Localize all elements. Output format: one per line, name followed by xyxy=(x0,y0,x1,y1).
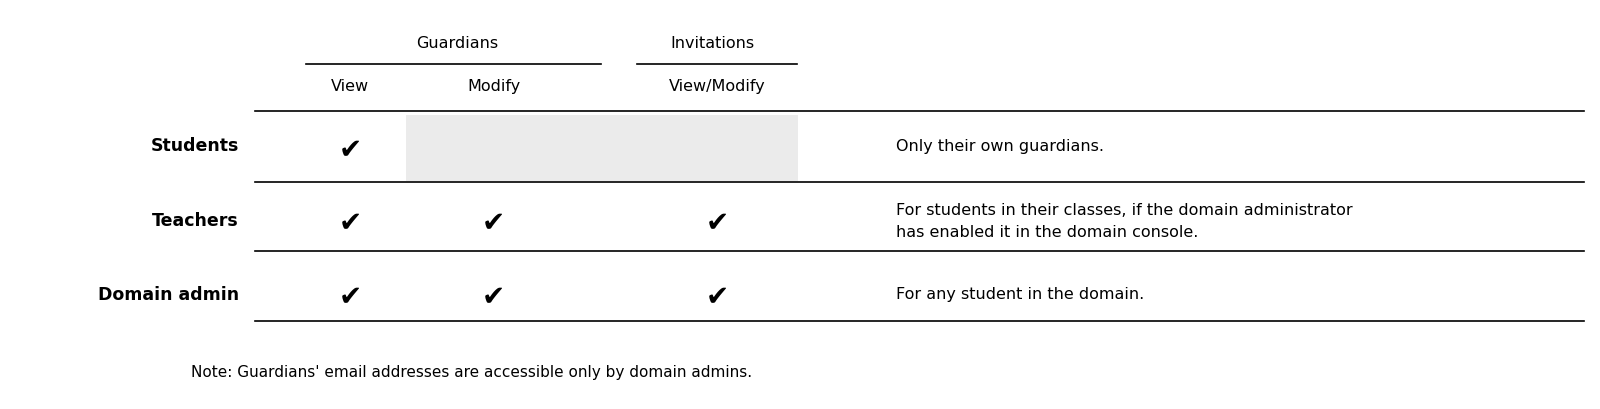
Text: ✔: ✔ xyxy=(482,283,506,310)
Text: Only their own guardians.: Only their own guardians. xyxy=(896,139,1104,153)
Text: Modify: Modify xyxy=(467,79,520,94)
Text: View/Modify: View/Modify xyxy=(669,79,765,94)
Text: View: View xyxy=(331,79,370,94)
Text: Domain admin: Domain admin xyxy=(98,285,238,303)
Bar xyxy=(406,116,798,182)
Text: ✔: ✔ xyxy=(706,283,728,310)
Text: Invitations: Invitations xyxy=(670,36,754,51)
Text: Note: Guardians' email addresses are accessible only by domain admins.: Note: Guardians' email addresses are acc… xyxy=(190,364,752,380)
Text: ✔: ✔ xyxy=(339,209,362,237)
Text: ✔: ✔ xyxy=(482,209,506,237)
Text: Teachers: Teachers xyxy=(152,212,238,229)
Text: ✔: ✔ xyxy=(339,283,362,310)
Text: ✔: ✔ xyxy=(339,136,362,164)
Text: ✔: ✔ xyxy=(706,209,728,237)
Text: For students in their classes, if the domain administrator
has enabled it in the: For students in their classes, if the do… xyxy=(896,202,1352,239)
Text: Students: Students xyxy=(150,137,238,155)
Text: Guardians: Guardians xyxy=(416,36,498,51)
Text: For any student in the domain.: For any student in the domain. xyxy=(896,287,1144,301)
